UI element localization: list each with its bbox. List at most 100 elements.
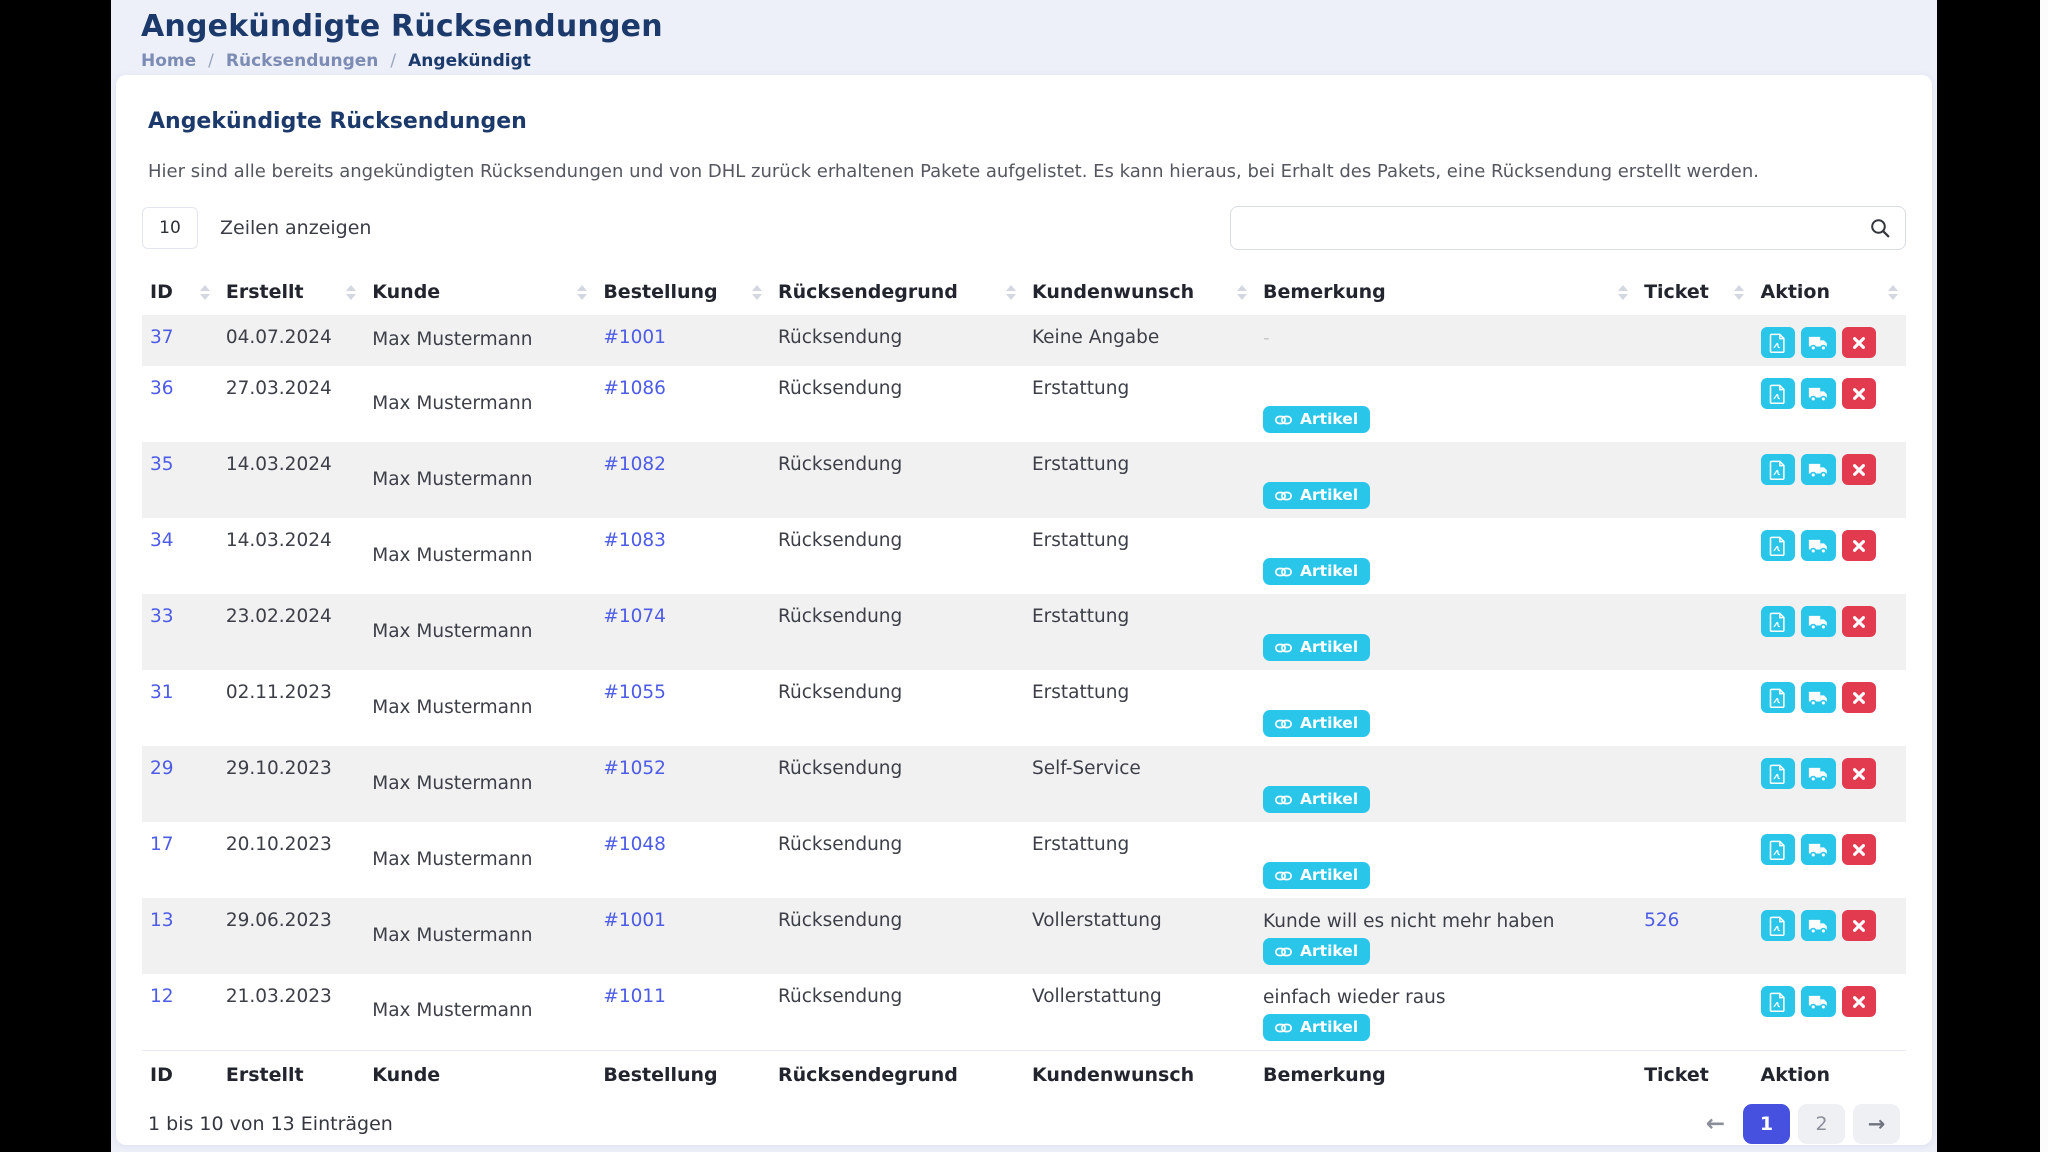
col-header-ticket[interactable]: Ticket — [1636, 272, 1752, 315]
browser-scrollbar[interactable] — [2040, 0, 2048, 1152]
row-order-link[interactable]: #1086 — [603, 378, 666, 399]
pdf-button[interactable] — [1760, 682, 1795, 713]
shipping-button[interactable] — [1801, 986, 1836, 1017]
col-header-erstellt[interactable]: Erstellt — [218, 272, 364, 315]
shipping-button[interactable] — [1801, 454, 1836, 485]
delete-button[interactable] — [1841, 606, 1876, 637]
row-id-link[interactable]: 13 — [150, 910, 174, 931]
breadcrumb-home[interactable]: Home — [141, 51, 197, 71]
row-order-link[interactable]: #1001 — [603, 910, 666, 931]
row-order-link[interactable]: #1082 — [603, 454, 666, 475]
shipping-button[interactable] — [1801, 758, 1836, 789]
col-header-kunde[interactable]: Kunde — [364, 272, 595, 315]
row-order-link[interactable]: #1011 — [603, 986, 666, 1007]
cell-id: 12 — [142, 974, 218, 1050]
truck-icon — [1808, 841, 1829, 859]
delete-button[interactable] — [1841, 530, 1876, 561]
pdf-button[interactable] — [1760, 530, 1795, 561]
pdf-button[interactable] — [1760, 378, 1795, 409]
col-header-id[interactable]: ID — [142, 272, 218, 315]
row-ticket-link[interactable]: 526 — [1644, 910, 1680, 931]
pagination-page-2[interactable]: 2 — [1798, 1103, 1845, 1144]
sort-icon — [346, 284, 357, 300]
delete-button[interactable] — [1841, 910, 1876, 941]
cell-reason: Rücksendung — [777, 454, 903, 475]
delete-button[interactable] — [1841, 834, 1876, 865]
artikel-badge[interactable]: Artikel — [1263, 710, 1371, 737]
shipping-button[interactable] — [1801, 606, 1836, 637]
artikel-badge[interactable]: Artikel — [1263, 938, 1371, 965]
col-header-aktion[interactable]: Aktion — [1752, 272, 1906, 315]
artikel-badge[interactable]: Artikel — [1263, 862, 1371, 889]
shipping-button[interactable] — [1801, 834, 1836, 865]
row-id-link[interactable]: 35 — [150, 454, 174, 475]
file-pdf-icon — [1769, 992, 1786, 1012]
pdf-button[interactable] — [1760, 606, 1795, 637]
cell-actions — [1752, 366, 1906, 442]
delete-button[interactable] — [1841, 327, 1876, 358]
breadcrumb-ruecksendungen[interactable]: Rücksendungen — [225, 51, 379, 71]
file-pdf-icon — [1769, 333, 1786, 353]
col-header-label: Aktion — [1760, 281, 1830, 303]
artikel-badge[interactable]: Artikel — [1263, 1014, 1371, 1041]
row-id-link[interactable]: 17 — [150, 834, 174, 855]
breadcrumb-current: Angekündigt — [408, 51, 531, 71]
row-order-link[interactable]: #1001 — [603, 327, 666, 348]
col-header-wunsch[interactable]: Kundenwunsch — [1024, 272, 1255, 315]
cell-customer: Max Mustermann — [372, 772, 533, 794]
cell-customer: Max Mustermann — [372, 468, 533, 490]
page-header: Angekündigte Rücksendungen Home / Rückse… — [111, 0, 1937, 71]
artikel-badge[interactable]: Artikel — [1263, 634, 1371, 661]
shipping-button[interactable] — [1801, 682, 1836, 713]
cell-ticket — [1636, 315, 1752, 366]
action-buttons — [1760, 454, 1898, 485]
row-id-link[interactable]: 33 — [150, 606, 174, 627]
delete-button[interactable] — [1841, 758, 1876, 789]
row-id-link[interactable]: 12 — [150, 986, 174, 1007]
artikel-badge[interactable]: Artikel — [1263, 786, 1371, 813]
row-order-link[interactable]: #1055 — [603, 682, 666, 703]
delete-button[interactable] — [1841, 986, 1876, 1017]
row-order-link[interactable]: #1083 — [603, 530, 666, 551]
pdf-button[interactable] — [1760, 327, 1795, 358]
row-id-link[interactable]: 34 — [150, 530, 174, 551]
rows-per-page-select[interactable]: 10 — [142, 207, 198, 249]
pdf-button[interactable] — [1760, 758, 1795, 789]
col-header-bemerkung[interactable]: Bemerkung — [1255, 272, 1636, 315]
col-header-bestellung[interactable]: Bestellung — [595, 272, 770, 315]
row-id-link[interactable]: 31 — [150, 682, 174, 703]
pagination-page-1[interactable]: 1 — [1743, 1103, 1790, 1144]
search-icon — [1869, 217, 1891, 239]
shipping-button[interactable] — [1801, 378, 1836, 409]
delete-button[interactable] — [1841, 378, 1876, 409]
action-buttons — [1760, 986, 1898, 1017]
row-order-link[interactable]: #1074 — [603, 606, 666, 627]
cell-order: #1001 — [595, 315, 770, 366]
truck-icon — [1808, 385, 1829, 403]
row-id-link[interactable]: 29 — [150, 758, 174, 779]
row-order-link[interactable]: #1052 — [603, 758, 666, 779]
cell-note: einfach wieder raus Artikel — [1255, 974, 1636, 1050]
artikel-badge[interactable]: Artikel — [1263, 558, 1371, 585]
artikel-badge[interactable]: Artikel — [1263, 482, 1371, 509]
artikel-badge[interactable]: Artikel — [1263, 406, 1371, 433]
shipping-button[interactable] — [1801, 530, 1836, 561]
pdf-button[interactable] — [1760, 834, 1795, 865]
search-input[interactable] — [1230, 206, 1906, 250]
shipping-button[interactable] — [1801, 327, 1836, 358]
delete-button[interactable] — [1841, 682, 1876, 713]
shipping-button[interactable] — [1801, 910, 1836, 941]
row-id-link[interactable]: 36 — [150, 378, 174, 399]
artikel-badge-label: Artikel — [1300, 638, 1359, 656]
pdf-button[interactable] — [1760, 986, 1795, 1017]
delete-button[interactable] — [1841, 454, 1876, 485]
pagination-next-icon[interactable]: → — [1853, 1103, 1900, 1144]
x-icon — [1852, 387, 1866, 401]
row-order-link[interactable]: #1048 — [603, 834, 666, 855]
col-header-grund[interactable]: Rücksendegrund — [770, 272, 1024, 315]
row-id-link[interactable]: 37 — [150, 327, 174, 348]
pdf-button[interactable] — [1760, 910, 1795, 941]
pagination-prev-icon[interactable]: ← — [1705, 1110, 1725, 1137]
cell-id: 34 — [142, 518, 218, 594]
pdf-button[interactable] — [1760, 454, 1795, 485]
